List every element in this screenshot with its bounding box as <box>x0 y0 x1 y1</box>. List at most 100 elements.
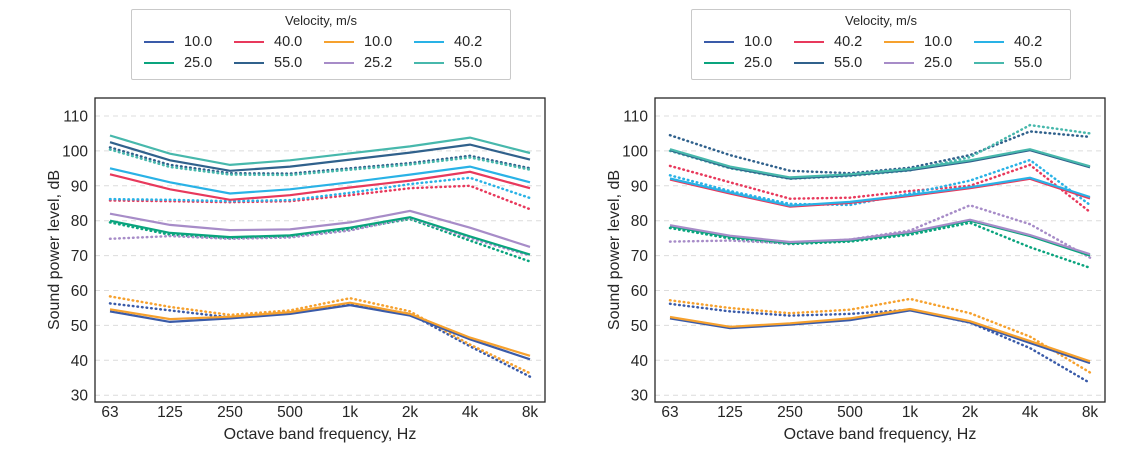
series-line-40-0-solid <box>109 170 531 201</box>
series-line-10-0-solid <box>109 301 531 357</box>
x-axis-title: Octave band frequency, Hz <box>784 426 977 443</box>
legend-line-swatch <box>794 40 824 43</box>
series-line-55-0-solid <box>109 141 531 172</box>
series-line-55-0-dotted <box>108 148 532 177</box>
legend-entry-label: 10.0 <box>364 33 393 50</box>
legend-line-swatch <box>884 61 914 64</box>
legend-entry: 55.0 <box>794 55 878 71</box>
y-tick-label: 90 <box>71 178 89 195</box>
series-line-25-0-dotted <box>668 221 1092 270</box>
legend-entry: 55.0 <box>414 55 498 71</box>
legend-grid: 10.0 25.0 40.0 55.0 10.0 25.2 40.2 55.0 <box>144 31 498 73</box>
y-tick-label: 30 <box>631 388 649 405</box>
legend-entry-label: 40.0 <box>274 33 303 50</box>
legend-entry-label: 25.0 <box>184 54 213 71</box>
legend-entry: 40.2 <box>794 34 878 50</box>
legend-title: Velocity, m/s <box>284 13 357 28</box>
x-tick-label: 8k <box>522 404 539 421</box>
legend-line-swatch <box>324 61 354 64</box>
x-tick-label: 63 <box>661 404 678 421</box>
series-line-40-0-dotted <box>108 184 532 211</box>
legend-line-swatch <box>234 61 264 64</box>
legend-entry: 40.0 <box>234 34 318 50</box>
legend-line-swatch <box>884 40 914 43</box>
x-tick-label: 2k <box>962 404 979 421</box>
legend-title: Velocity, m/s <box>844 13 917 28</box>
plot-border <box>654 97 1106 403</box>
y-tick-label: 100 <box>622 143 648 160</box>
legend-entry: 25.0 <box>144 55 228 71</box>
legend-entry-label: 10.0 <box>744 33 773 50</box>
series-line-40-2-dotted <box>668 158 1092 207</box>
y-tick-label: 110 <box>63 109 88 126</box>
series-line-10-0-dotted <box>108 302 532 378</box>
series-line-40-2-solid <box>669 176 1091 207</box>
legend-entry-label: 10.0 <box>924 33 953 50</box>
legend-line-swatch <box>704 61 734 64</box>
legend-entry: 25.0 <box>704 55 788 71</box>
series-line-25-0-dotted <box>668 203 1092 259</box>
plot-border <box>94 97 546 403</box>
series-line-25-2-solid <box>109 209 531 248</box>
series-line-40-2-dotted <box>668 163 1092 214</box>
x-tick-label: 63 <box>101 404 118 421</box>
y-axis-title: Sound power level, dB <box>46 170 63 330</box>
legend-entry-label: 55.0 <box>274 54 303 71</box>
legend-entry: 10.0 <box>324 34 408 50</box>
y-tick-label: 70 <box>71 248 89 265</box>
series-line-55-0-dotted <box>108 146 532 175</box>
legend-line-swatch <box>414 40 444 43</box>
legend-line-swatch <box>794 61 824 64</box>
legend-line-swatch <box>234 40 264 43</box>
series-line-55-0-solid <box>669 148 1091 179</box>
legend-entry: 55.0 <box>974 55 1058 71</box>
legend-line-swatch <box>414 61 444 64</box>
y-tick-label: 30 <box>71 388 89 405</box>
legend-entry-label: 25.0 <box>744 54 773 71</box>
y-tick-label: 40 <box>71 353 89 370</box>
x-tick-label: 250 <box>217 404 243 421</box>
y-tick-label: 70 <box>631 248 649 265</box>
legend-entry-label: 25.2 <box>364 54 393 71</box>
y-tick-label: 90 <box>631 178 649 195</box>
x-tick-label: 8k <box>1082 404 1099 421</box>
series-line-25-2-dotted <box>108 216 532 257</box>
x-tick-label: 1k <box>902 404 919 421</box>
series-line-25-0-solid <box>109 216 531 256</box>
legend-line-swatch <box>974 40 1004 43</box>
y-tick-label: 60 <box>631 283 649 300</box>
legend-entry: 40.2 <box>974 34 1058 50</box>
series-line-10-0-solid <box>669 307 1091 363</box>
series-line-10-0-dotted <box>108 295 532 375</box>
legend-line-swatch <box>974 61 1004 64</box>
legend-entry-label: 40.2 <box>834 33 863 50</box>
x-tick-label: 125 <box>717 404 743 421</box>
series-line-40-2-dotted <box>108 176 532 203</box>
y-tick-label: 40 <box>631 353 649 370</box>
x-tick-label: 4k <box>1022 404 1039 421</box>
legend-entry-label: 10.0 <box>184 33 213 50</box>
legend-entry-label: 55.0 <box>834 54 863 71</box>
y-tick-label: 100 <box>62 143 88 160</box>
legend-entry-label: 40.2 <box>454 33 483 50</box>
x-tick-label: 1k <box>342 404 359 421</box>
legend-line-swatch <box>324 40 354 43</box>
legend-entry: 25.2 <box>324 55 408 71</box>
series-line-10-0-solid <box>669 309 1091 365</box>
y-tick-label: 50 <box>631 318 649 335</box>
series-line-10-0-solid <box>109 304 531 361</box>
legend-entry-label: 40.2 <box>1014 33 1043 50</box>
series-line-10-0-dotted <box>668 297 1092 374</box>
x-axis-title: Octave band frequency, Hz <box>224 426 417 443</box>
legend-entry: 10.0 <box>144 34 228 50</box>
legend-entry: 25.0 <box>884 55 968 71</box>
series-line-40-2-solid <box>109 165 531 195</box>
y-tick-label: 80 <box>631 213 649 230</box>
series-line-55-0-dotted <box>668 130 1092 175</box>
y-axis-title: Sound power level, dB <box>606 170 623 330</box>
series-line-10-0-dotted <box>668 302 1092 385</box>
series-line-25-0-dotted <box>108 217 532 263</box>
x-tick-label: 500 <box>837 404 863 421</box>
series-line-25-0-solid <box>669 218 1091 256</box>
